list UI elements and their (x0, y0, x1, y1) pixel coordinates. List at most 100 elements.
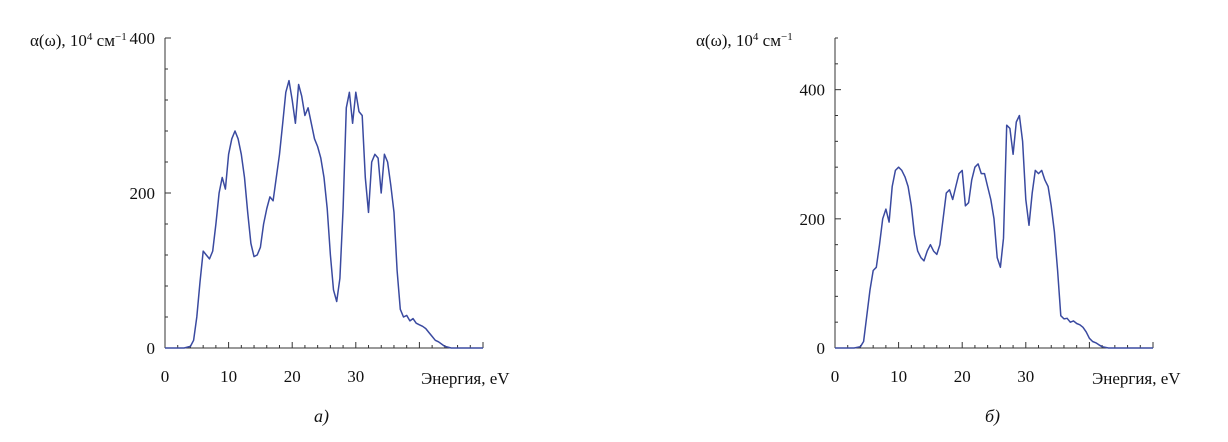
data-point (892, 186, 893, 187)
data-point (974, 167, 975, 168)
x-tick-label: 30 (1017, 367, 1034, 386)
data-point (1079, 324, 1080, 325)
data-point (387, 161, 388, 162)
data-point (412, 318, 413, 319)
data-point (933, 251, 934, 252)
data-point (358, 111, 359, 112)
y-axis-label: α(ω), 104 см−1 (696, 31, 793, 50)
data-point (222, 177, 223, 178)
data-point (403, 316, 404, 317)
data-point (432, 336, 433, 337)
data-point (435, 340, 436, 341)
data-point (397, 270, 398, 271)
data-point (876, 267, 877, 268)
data-point (314, 138, 315, 139)
data-point (1098, 344, 1099, 345)
y-tick-label: 400 (800, 81, 826, 100)
data-point (377, 158, 378, 159)
absorption-series-line (835, 114, 1153, 349)
data-point (228, 154, 229, 155)
data-point (238, 138, 239, 139)
chart-panel-a: α(ω), 104 см−1 Энергия, eV a) 0 10 20 30 0 20… (30, 29, 510, 427)
data-point (1108, 347, 1109, 348)
y-axis-label-unit-sup: −1 (115, 31, 127, 43)
data-point (406, 315, 407, 316)
data-point (339, 278, 340, 279)
data-point (196, 316, 197, 317)
data-point (285, 92, 286, 93)
data-point (365, 177, 366, 178)
data-point (390, 185, 391, 186)
data-point (381, 192, 382, 193)
data-point (981, 173, 982, 174)
data-point (298, 84, 299, 85)
data-point (225, 189, 226, 190)
data-point (323, 177, 324, 178)
data-point (333, 289, 334, 290)
data-point (301, 96, 302, 97)
data-point (1060, 315, 1061, 316)
data-point (368, 212, 369, 213)
data-point (908, 186, 909, 187)
data-point (920, 257, 921, 258)
data-point (193, 340, 194, 341)
y-tick-label: 0 (817, 339, 826, 358)
data-point (1047, 186, 1048, 187)
x-tick-label: 30 (347, 367, 364, 386)
data-point (1051, 205, 1052, 206)
data-point (482, 347, 483, 348)
data-point (1076, 323, 1077, 324)
x-tick-label: 0 (831, 367, 840, 386)
data-point (993, 218, 994, 219)
data-point (860, 346, 861, 347)
data-point (1025, 199, 1026, 200)
y-axis-label-unit-sup: −1 (781, 31, 793, 43)
data-point (206, 254, 207, 255)
data-point (971, 179, 972, 180)
data-point (885, 209, 886, 210)
data-point (263, 223, 264, 224)
data-point (955, 186, 956, 187)
y-axis-label-unit: см (92, 31, 115, 50)
data-point (199, 282, 200, 283)
data-point (911, 205, 912, 206)
data-point (1082, 327, 1083, 328)
data-point (1086, 331, 1087, 332)
data-point (952, 199, 953, 200)
data-point (914, 234, 915, 235)
data-point (1067, 318, 1068, 319)
data-point (419, 324, 420, 325)
data-point (1009, 128, 1010, 129)
data-point (853, 347, 854, 348)
y-axis-label-main: α(ω), 10 (696, 31, 753, 50)
data-point (330, 254, 331, 255)
data-point (927, 251, 928, 252)
data-point (962, 170, 963, 171)
data-point (1070, 322, 1071, 323)
data-point (203, 251, 204, 252)
data-point (1019, 115, 1020, 116)
y-tick-label: 400 (130, 29, 156, 48)
data-point (371, 161, 372, 162)
data-point (888, 221, 889, 222)
data-point (384, 154, 385, 155)
data-point (451, 347, 452, 348)
data-point (164, 347, 165, 348)
data-point (949, 189, 950, 190)
data-point (346, 107, 347, 108)
data-point (1044, 179, 1045, 180)
data-point (873, 270, 874, 271)
data-point (1057, 270, 1058, 271)
x-tick-label: 10 (890, 367, 907, 386)
data-point (409, 320, 410, 321)
y-axis-label-main: α(ω), 10 (30, 31, 87, 50)
data-point (422, 326, 423, 327)
data-point (968, 202, 969, 203)
data-point (269, 196, 270, 197)
data-point (234, 130, 235, 131)
y-axis-label: α(ω), 104 см−1 (30, 31, 127, 50)
data-point (1028, 225, 1029, 226)
data-point (1012, 154, 1013, 155)
data-point (209, 258, 210, 259)
data-point (990, 199, 991, 200)
